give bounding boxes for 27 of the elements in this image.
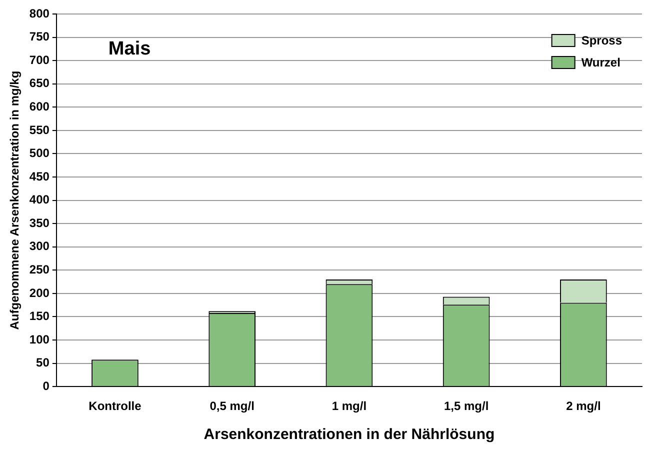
y-tick-label: 0 [42,378,50,393]
y-tick-label: 200 [29,286,50,300]
y-tick-label: 350 [29,216,50,230]
y-tick-label: 550 [29,122,50,137]
y-tick-label: 50 [36,356,50,370]
y-tick-label: 800 [29,6,50,20]
y-tick-label: 650 [29,76,50,90]
annotation: Mais [108,38,151,60]
y-tick-label: 400 [29,192,50,207]
x-tick-label: 1,5 mg/l [444,399,489,414]
x-tick-label: 2 mg/l [566,399,601,414]
x-tick-label: 0,5 mg/l [210,399,254,414]
y-tick-label: 100 [29,332,50,346]
x-axis-title: Arsenkonzentrationen in der Nährlösung [204,426,495,444]
y-tick-label: 250 [29,262,50,276]
legend-label: Spross [581,33,622,48]
legend-label: Wurzel [581,55,620,70]
y-tick-label: 450 [29,169,50,184]
y-axis-title: Aufgenommene Arsenkonzentration in mg/kg [8,70,22,330]
y-tick-label: 700 [29,52,50,67]
y-tick-label: 150 [29,309,50,324]
y-tick-label: 600 [29,99,50,114]
x-tick-label: Kontrolle [88,399,142,414]
x-tick-label: 1 mg/l [332,399,367,414]
y-tick-label: 300 [29,239,50,254]
y-tick-label: 750 [29,30,50,44]
y-tick-label: 500 [29,146,50,160]
